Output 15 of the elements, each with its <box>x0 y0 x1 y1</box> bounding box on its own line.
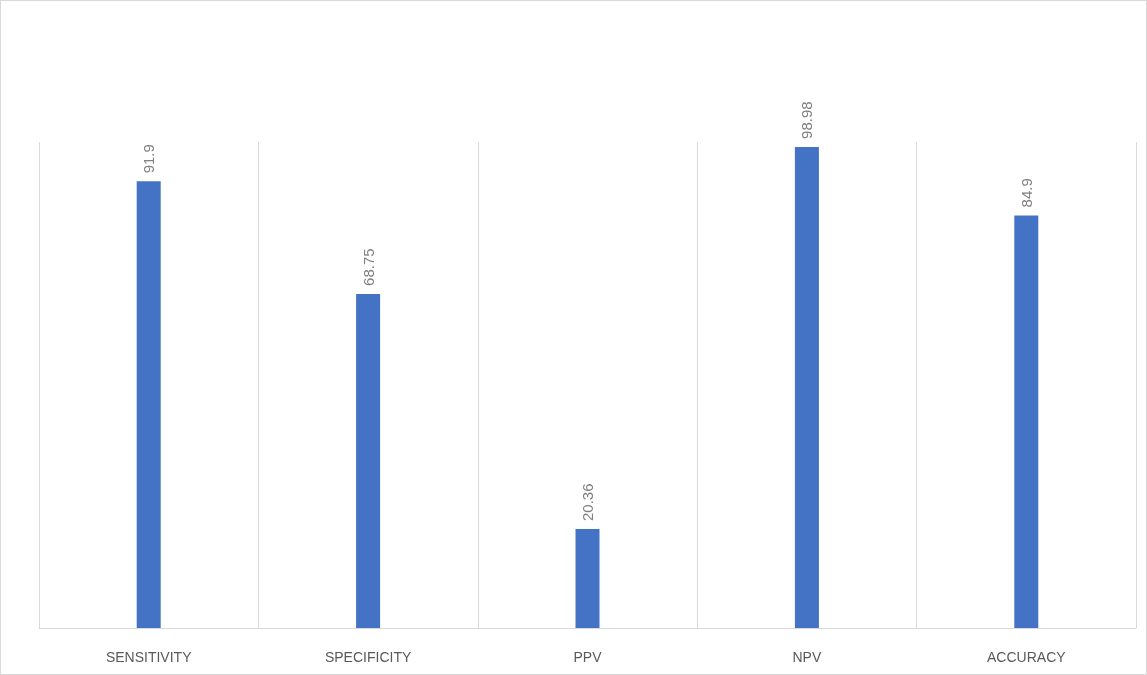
x-tick-label: NPV <box>792 649 822 665</box>
x-tick-label: ACCURACY <box>987 649 1067 665</box>
x-tick-label: SPECIFICITY <box>324 649 412 665</box>
bar <box>794 146 819 628</box>
data-label: 98.98 <box>798 101 816 139</box>
x-tick-label: SENSITIVITY <box>105 649 193 665</box>
data-label: 68.75 <box>359 248 377 286</box>
data-label: 84.9 <box>1017 178 1035 208</box>
data-label: 91.9 <box>140 144 158 174</box>
bar <box>136 181 161 628</box>
bar <box>575 529 600 628</box>
bar <box>356 293 381 628</box>
data-label: 20.36 <box>579 483 596 522</box>
bar <box>1014 215 1039 628</box>
x-tick-label: PPV <box>573 649 603 665</box>
